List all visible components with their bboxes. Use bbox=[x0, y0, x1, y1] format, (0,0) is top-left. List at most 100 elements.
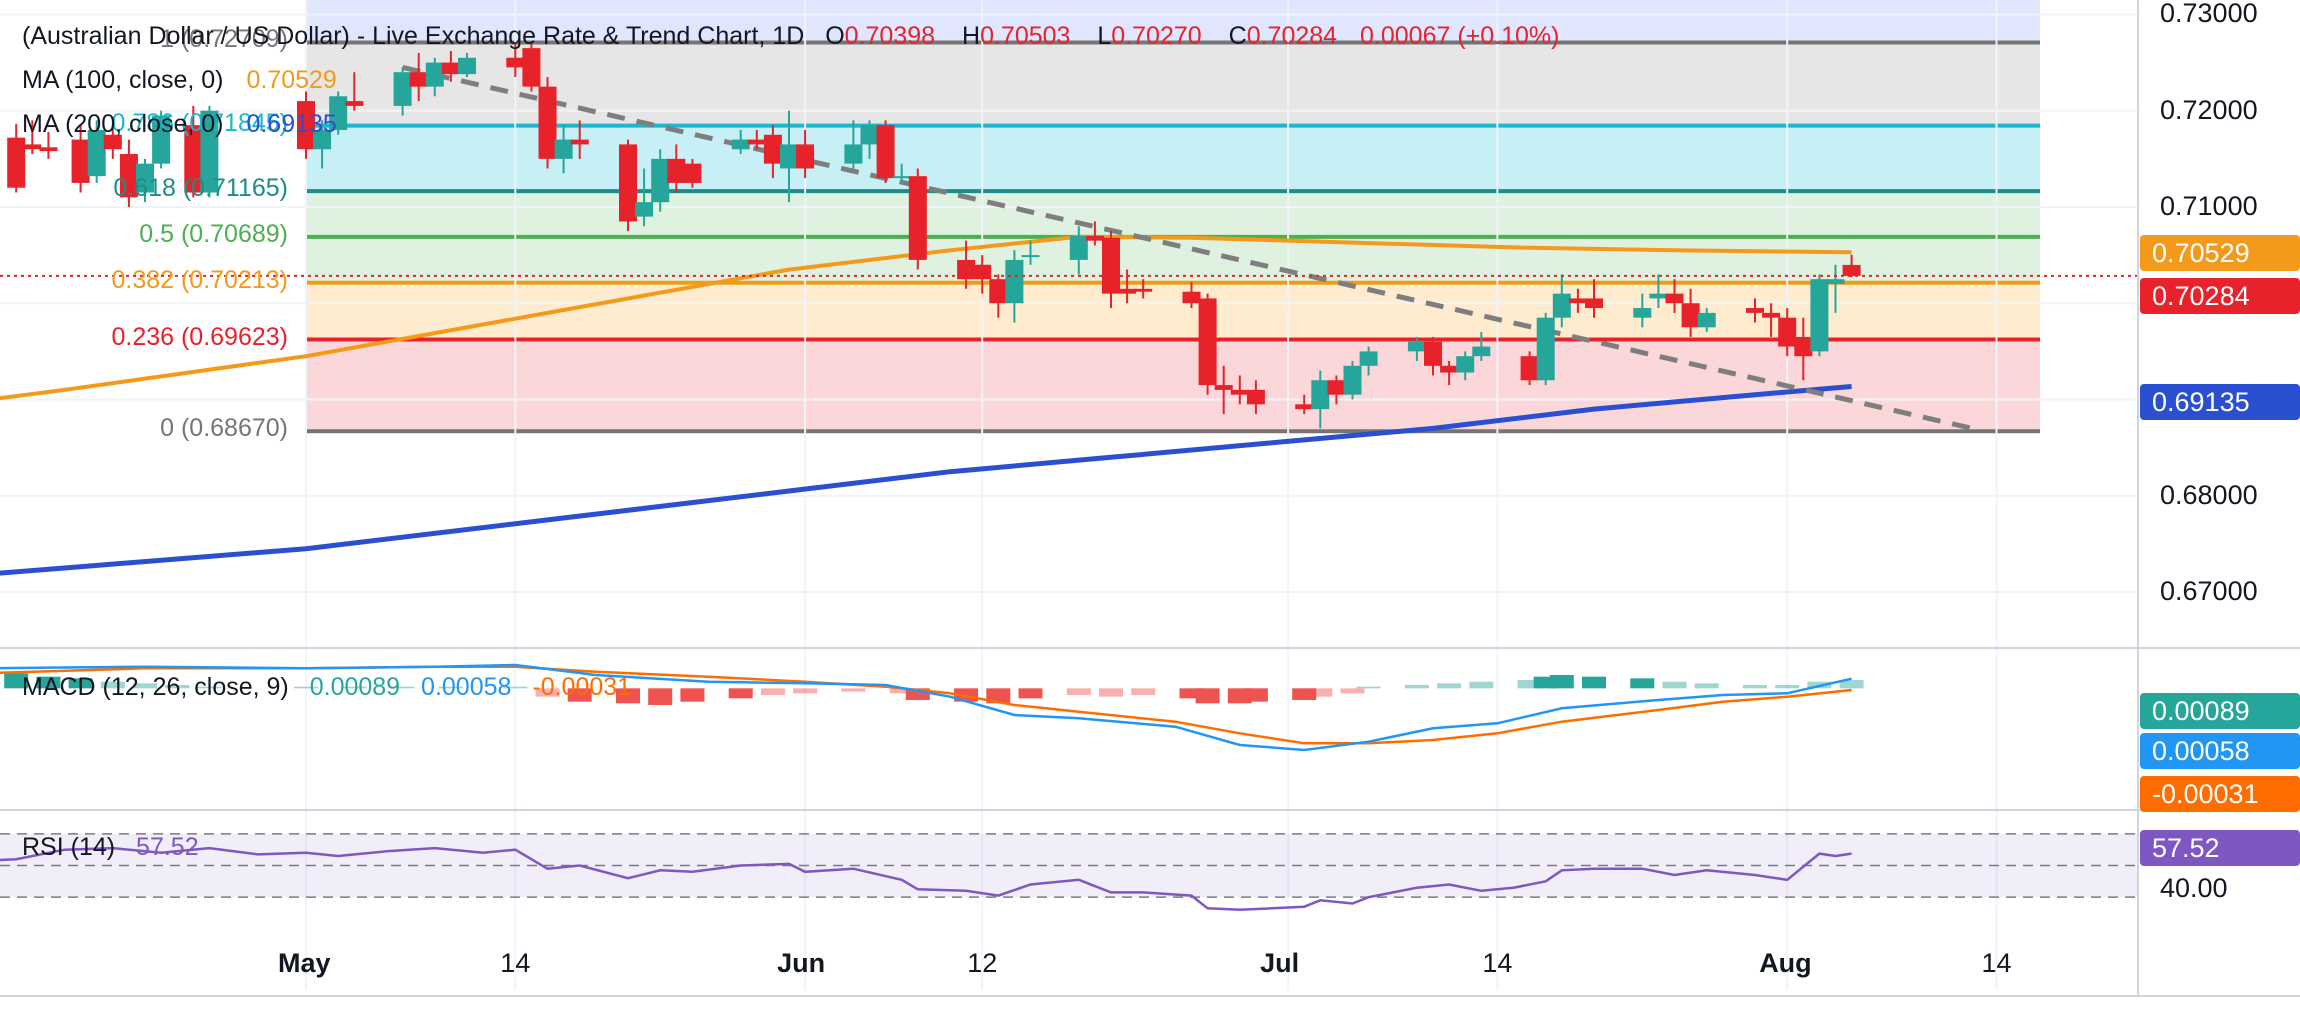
macd-histogram-bar bbox=[1533, 676, 1558, 689]
ohlc-close: C0.70284 bbox=[1228, 22, 1338, 50]
candle-body bbox=[1311, 380, 1330, 410]
candle bbox=[1568, 288, 1587, 313]
candle bbox=[538, 77, 557, 169]
fib-level-label: 0.786 (0.71845) bbox=[111, 108, 288, 137]
price-tick-label: 0.68000 bbox=[2160, 479, 2258, 510]
candle-body bbox=[763, 134, 782, 164]
candle-body bbox=[747, 139, 766, 145]
candle bbox=[554, 125, 573, 174]
candle-body bbox=[570, 139, 589, 145]
candle bbox=[1649, 274, 1668, 309]
candle-body bbox=[635, 202, 654, 217]
macd-histogram-bar bbox=[438, 686, 463, 689]
macd-histogram-bar bbox=[133, 683, 157, 689]
ma200-line bbox=[0, 384, 1852, 576]
date-tick-label: 14 bbox=[1981, 948, 2012, 978]
macd-histogram-bar bbox=[680, 688, 705, 702]
macd-histogram-bar bbox=[567, 688, 592, 702]
macd-histogram-bar bbox=[294, 686, 318, 689]
macd-histogram-bar bbox=[1839, 680, 1864, 689]
ohlc-change: 0.00067 (+0.10%) bbox=[1360, 22, 1560, 50]
candle-body bbox=[1230, 389, 1249, 395]
moving-averages bbox=[0, 234, 1852, 576]
rsi-label: RSI (14) bbox=[22, 833, 116, 861]
date-tick-label: May bbox=[278, 948, 331, 978]
candle bbox=[1102, 231, 1120, 309]
macd-signal-value: 0.00058 bbox=[421, 673, 512, 701]
candle bbox=[1311, 370, 1330, 429]
candle-body bbox=[957, 259, 976, 280]
macd-histogram-bar bbox=[390, 686, 415, 689]
candle bbox=[119, 139, 138, 207]
macd-signal-tag: 0.00058 bbox=[2140, 733, 2300, 769]
macd-value: 0.00089 bbox=[309, 673, 401, 701]
candle-body bbox=[1762, 312, 1781, 318]
fib-level-label: 0.618 (0.71165) bbox=[113, 174, 288, 203]
candle bbox=[1295, 394, 1314, 414]
macd-histogram-bar bbox=[342, 686, 367, 689]
candle bbox=[1826, 264, 1845, 313]
candle bbox=[1359, 346, 1378, 376]
candle-body bbox=[1021, 255, 1040, 258]
macd-panel bbox=[0, 663, 1864, 752]
macd-histogram-bar bbox=[1517, 680, 1542, 689]
candle bbox=[844, 120, 863, 169]
candle-body bbox=[1085, 235, 1104, 241]
candle-body bbox=[844, 144, 863, 164]
candle-body bbox=[1520, 356, 1539, 381]
chart-header: (Australian Dollar / US Dollar) - Live E… bbox=[22, 22, 1565, 51]
candle bbox=[506, 43, 525, 78]
candle-body bbox=[1182, 291, 1201, 304]
candle-body bbox=[1697, 312, 1716, 328]
candle-body bbox=[876, 125, 895, 179]
macd-histogram-bar bbox=[1099, 688, 1123, 697]
candle-body bbox=[1552, 293, 1571, 318]
candle bbox=[103, 125, 122, 159]
candle-body bbox=[103, 134, 122, 150]
candle-body bbox=[1102, 237, 1120, 294]
fib-level-label: 0.236 (0.69623) bbox=[111, 322, 288, 351]
candle bbox=[425, 57, 444, 97]
candlesticks bbox=[7, 43, 1861, 429]
candle bbox=[1536, 312, 1555, 386]
date-tick-label: Aug bbox=[1759, 948, 1812, 978]
candle-body bbox=[1214, 385, 1233, 390]
candle-body bbox=[1778, 317, 1797, 347]
candle bbox=[441, 51, 460, 82]
fib-band bbox=[306, 191, 2040, 237]
candle-body bbox=[1198, 298, 1217, 386]
candle-body bbox=[892, 176, 911, 179]
candle bbox=[619, 139, 637, 232]
candle bbox=[1697, 308, 1716, 333]
macd-histogram-bar bbox=[905, 688, 930, 700]
macd-histogram-bar bbox=[1437, 683, 1462, 689]
ohlc-high: H0.70503 bbox=[962, 22, 1071, 50]
candle-body bbox=[1536, 317, 1555, 381]
candle bbox=[892, 163, 911, 183]
candle-body bbox=[538, 86, 557, 159]
rsi-value: 57.52 bbox=[136, 833, 199, 861]
candle-body bbox=[1343, 365, 1362, 395]
macd-histogram-bar bbox=[1694, 683, 1719, 689]
candle-body bbox=[731, 139, 750, 150]
candle-body bbox=[1649, 293, 1668, 299]
fib-band-ext bbox=[306, 0, 2040, 43]
date-tick-label: 14 bbox=[500, 948, 531, 978]
close-price-tag: 0.70284 bbox=[2140, 278, 2300, 314]
candle-body bbox=[1134, 288, 1153, 292]
candle-body bbox=[651, 158, 670, 203]
candle-body bbox=[1794, 336, 1813, 357]
ohlc-low: L0.70270 bbox=[1097, 22, 1202, 50]
candle-body bbox=[39, 147, 58, 152]
candle bbox=[23, 120, 42, 155]
candle bbox=[297, 91, 315, 159]
candle-body bbox=[329, 96, 348, 130]
date-tick-label: Jul bbox=[1260, 948, 1300, 978]
macd-histogram-bar bbox=[1018, 688, 1043, 699]
rsi-band bbox=[0, 833, 2138, 898]
candle-body bbox=[1069, 235, 1088, 260]
candle-body bbox=[136, 163, 154, 193]
rsi-panel bbox=[0, 833, 2138, 912]
candle bbox=[1198, 293, 1217, 395]
